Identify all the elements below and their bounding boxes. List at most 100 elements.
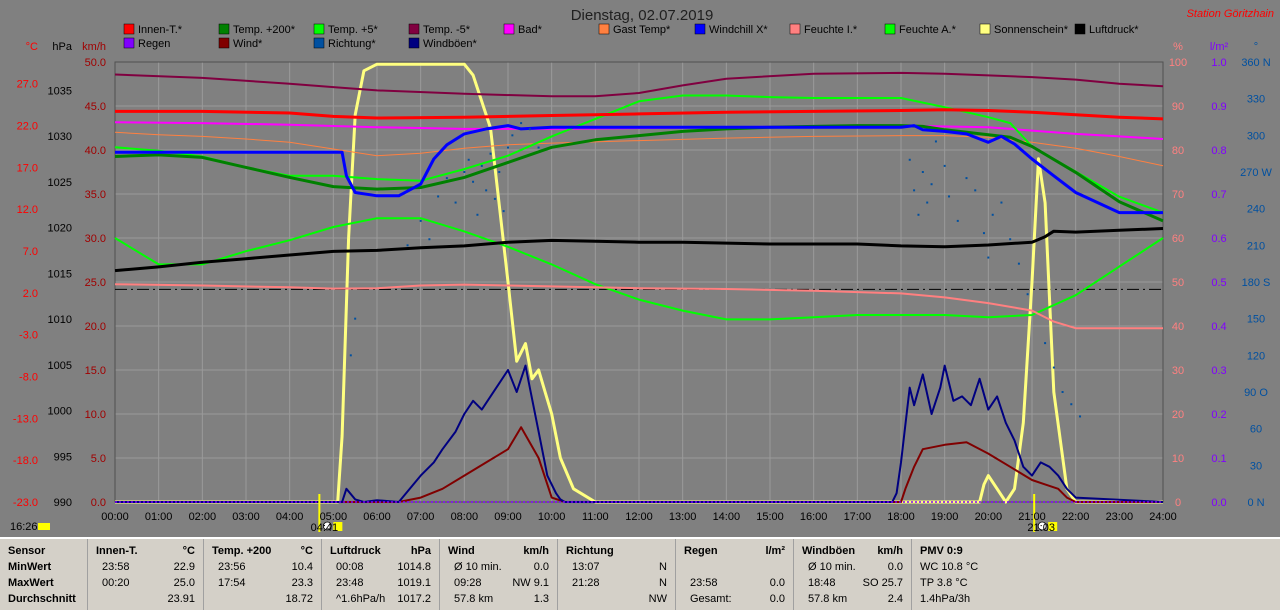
right-axis-tick: 0.3 xyxy=(1211,365,1226,377)
legend-item-bad[interactable]: Bad* xyxy=(503,23,543,36)
direction-point xyxy=(493,197,496,200)
x-tick-label: 13:00 xyxy=(669,511,697,523)
column-title: Innen-T. xyxy=(96,545,138,557)
legend-item-temp-5[interactable]: Temp. -5* xyxy=(408,23,471,36)
x-tick-label: 06:00 xyxy=(363,511,391,523)
legend-item-wind[interactable]: Wind* xyxy=(218,37,263,50)
legend-item-windb-en[interactable]: Windböen* xyxy=(408,37,478,50)
cell-value: 10.4 xyxy=(291,561,313,573)
cell-value: 23.3 xyxy=(291,577,313,589)
left-axis-tick: 7.0 xyxy=(23,246,38,258)
left-axis-tick: -13.0 xyxy=(13,413,38,425)
legend-item-temp-5[interactable]: Temp. +5* xyxy=(313,23,379,36)
left-axis-tick: 1005 xyxy=(48,360,72,372)
left-axis-tick: -8.0 xyxy=(19,372,38,384)
left-axis-tick: 40.0 xyxy=(85,145,106,157)
chart-background xyxy=(0,0,1280,537)
x-tick-label: 00:00 xyxy=(101,511,129,523)
clock-label: 16:26 xyxy=(10,521,38,533)
legend-item-luftdruck[interactable]: Luftdruck* xyxy=(1074,23,1139,36)
direction-point xyxy=(528,128,531,131)
direction-point xyxy=(956,219,959,222)
stat-column-temp-200: Temp. +200 °C 23:56 10.4 17:54 23.3 18.72 xyxy=(204,539,322,610)
direction-point xyxy=(480,164,483,167)
direction-point xyxy=(498,171,501,173)
column-title: Luftdruck xyxy=(330,545,381,557)
cell-value: SO 25.7 xyxy=(862,577,903,589)
column-title: Wind xyxy=(448,545,475,557)
left-axis-tick: 25.0 xyxy=(85,277,106,289)
legend-label: Innen-T.* xyxy=(138,24,183,36)
cell-value: 2.4 xyxy=(887,593,903,605)
cell-time: 23:58 xyxy=(102,561,130,573)
left-axis-tick: 1035 xyxy=(48,85,72,97)
legend-swatch xyxy=(218,37,230,49)
right-axis-tick: 300 xyxy=(1247,130,1265,142)
x-tick-label: 19:00 xyxy=(931,511,959,523)
legend-swatch xyxy=(979,23,991,35)
row-label-min: MinWert xyxy=(8,561,52,573)
direction-point xyxy=(917,213,920,216)
legend-item-feuchte-a[interactable]: Feuchte A.* xyxy=(884,23,957,36)
cell-value: 0.0 xyxy=(769,593,785,605)
left-axis-unit-1: hPa xyxy=(52,41,72,53)
legend-label: Luftdruck* xyxy=(1089,24,1139,36)
legend-swatch xyxy=(503,23,515,35)
direction-point xyxy=(489,152,492,155)
direction-point xyxy=(1044,342,1047,345)
right-axis-tick: 100 xyxy=(1169,57,1187,69)
direction-point xyxy=(437,195,440,198)
legend-item-gast-temp[interactable]: Gast Temp* xyxy=(598,23,671,36)
legend-item-innen-t[interactable]: Innen-T.* xyxy=(123,23,183,36)
legend-item-temp-200[interactable]: Temp. +200* xyxy=(218,23,296,36)
cell-time: Ø 10 min. xyxy=(454,561,502,573)
legend-item-feuchte-i[interactable]: Feuchte I.* xyxy=(789,23,858,36)
legend-item-windchill-x[interactable]: Windchill X* xyxy=(694,23,768,36)
left-axis-tick: 45.0 xyxy=(85,101,106,113)
x-tick-label: 15:00 xyxy=(756,511,784,523)
right-axis-tick: 10 xyxy=(1172,453,1184,465)
cell-time: 00:08 xyxy=(336,561,364,573)
left-axis-tick: -23.0 xyxy=(13,497,38,509)
stat-column-wind: Wind km/h Ø 10 min. 0.0 09:28 NW 9.1 57.8 km 1.… xyxy=(440,539,558,610)
column-unit: km/h xyxy=(523,545,549,557)
x-tick-label: 05:00 xyxy=(320,511,348,523)
legend-item-sonnenschein[interactable]: Sonnenschein* xyxy=(979,23,1069,36)
right-axis-tick: 0 xyxy=(1175,497,1181,509)
series-points-direction xyxy=(349,122,1082,418)
column-unit: °C xyxy=(300,545,313,557)
x-tick-label: 16:00 xyxy=(800,511,828,523)
cell-value: 22.9 xyxy=(173,561,195,573)
left-axis-tick: 1020 xyxy=(48,223,72,235)
direction-point xyxy=(908,158,911,161)
x-tick-label: 03:00 xyxy=(232,511,260,523)
direction-point xyxy=(943,164,946,167)
legend-label: Wind* xyxy=(233,38,263,50)
row-labels-column: Sensor MinWert MaxWert Durchschnitt xyxy=(0,539,88,610)
left-axis-tick: 1030 xyxy=(48,131,72,143)
cell-value: 1019.1 xyxy=(397,577,431,589)
sun-icon xyxy=(333,522,343,531)
left-axis-tick: 17.0 xyxy=(17,162,38,174)
legend-label: Feuchte I.* xyxy=(804,24,858,36)
legend-label: Bad* xyxy=(518,24,543,36)
left-axis-tick: 0.0 xyxy=(91,497,106,509)
direction-point xyxy=(1052,366,1055,369)
right-axis-tick: 60 xyxy=(1250,424,1262,436)
left-axis-tick: -18.0 xyxy=(13,455,38,467)
legend-item-regen[interactable]: Regen xyxy=(123,37,170,50)
right-axis-tick: 30 xyxy=(1172,365,1184,377)
right-axis-tick: 0.0 xyxy=(1211,497,1226,509)
legend-swatch xyxy=(123,23,135,35)
column-title: Windböen xyxy=(802,545,856,557)
right-axis-tick: 80 xyxy=(1172,145,1184,157)
legend-swatch xyxy=(694,23,706,35)
chart-title: Dienstag, 02.07.2019 xyxy=(571,7,714,24)
right-axis-tick: 0.7 xyxy=(1211,189,1226,201)
right-axis-tick: 1.0 xyxy=(1211,57,1226,69)
cell-time: 57.8 km xyxy=(808,593,848,605)
legend-item-richtung[interactable]: Richtung* xyxy=(313,37,376,50)
right-axis-tick: 210 xyxy=(1247,240,1265,252)
cell-value: 0.0 xyxy=(769,577,785,589)
left-axis-tick: 2.0 xyxy=(23,288,38,300)
